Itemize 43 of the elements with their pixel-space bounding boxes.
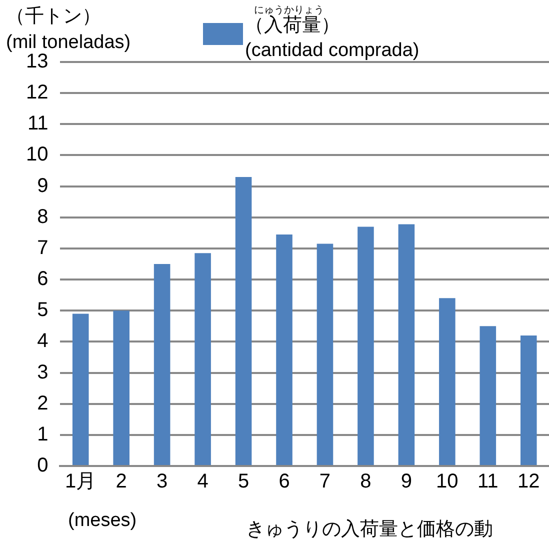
legend-label: （入荷量） (cantidad comprada) xyxy=(245,15,420,63)
y-tick-label: 4 xyxy=(37,330,48,352)
y-tick-label: 1 xyxy=(37,423,48,446)
y-tick-label: 6 xyxy=(37,268,48,290)
y-tick-label: 10 xyxy=(26,144,48,166)
y-tick-label: 3 xyxy=(37,361,48,384)
x-tick-label: 9 xyxy=(400,470,412,493)
x-tick-label: 11 xyxy=(478,470,498,493)
bar xyxy=(72,314,89,465)
y-axis-title: （千トン） (mil toneladas) xyxy=(6,5,131,54)
bar xyxy=(235,176,252,465)
bar xyxy=(194,253,211,465)
x-tick-label: 12 xyxy=(518,470,540,493)
x-tick-label: 1月 xyxy=(65,470,96,493)
y-tick-label: 12 xyxy=(26,82,48,104)
y-tick-label: 0 xyxy=(37,454,48,477)
y-tick-label: 9 xyxy=(37,174,48,197)
x-tick-label: 8 xyxy=(360,470,372,493)
bar xyxy=(358,226,374,465)
bar xyxy=(520,335,537,465)
bar xyxy=(480,326,496,465)
bar xyxy=(276,234,292,465)
text: きゅうりの入荷量と価格の動 xyxy=(246,518,493,542)
x-tick-label: 2 xyxy=(116,470,127,493)
text: にゅうかりょう xyxy=(254,4,324,16)
x-tick-label: 10 xyxy=(436,470,458,493)
y-tick-label: 2 xyxy=(37,392,48,414)
y-tick-label: 8 xyxy=(37,206,48,228)
x-tick-label: 6 xyxy=(278,470,290,493)
y-tick-label: 13 xyxy=(26,50,48,73)
bar xyxy=(154,264,170,465)
x-tick-label: 4 xyxy=(197,470,208,493)
x-axis-title: (meses) xyxy=(68,510,137,532)
bar xyxy=(316,244,334,465)
x-tick-label: 3 xyxy=(156,470,168,493)
y-tick-label: 11 xyxy=(27,112,48,135)
bar xyxy=(398,224,415,465)
y-tick-label: 5 xyxy=(37,299,48,322)
y-tick-label: 7 xyxy=(37,236,48,259)
bar xyxy=(113,310,130,465)
bar xyxy=(439,298,456,465)
x-tick-label: 5 xyxy=(238,470,250,493)
x-tick-label: 7 xyxy=(319,470,331,493)
